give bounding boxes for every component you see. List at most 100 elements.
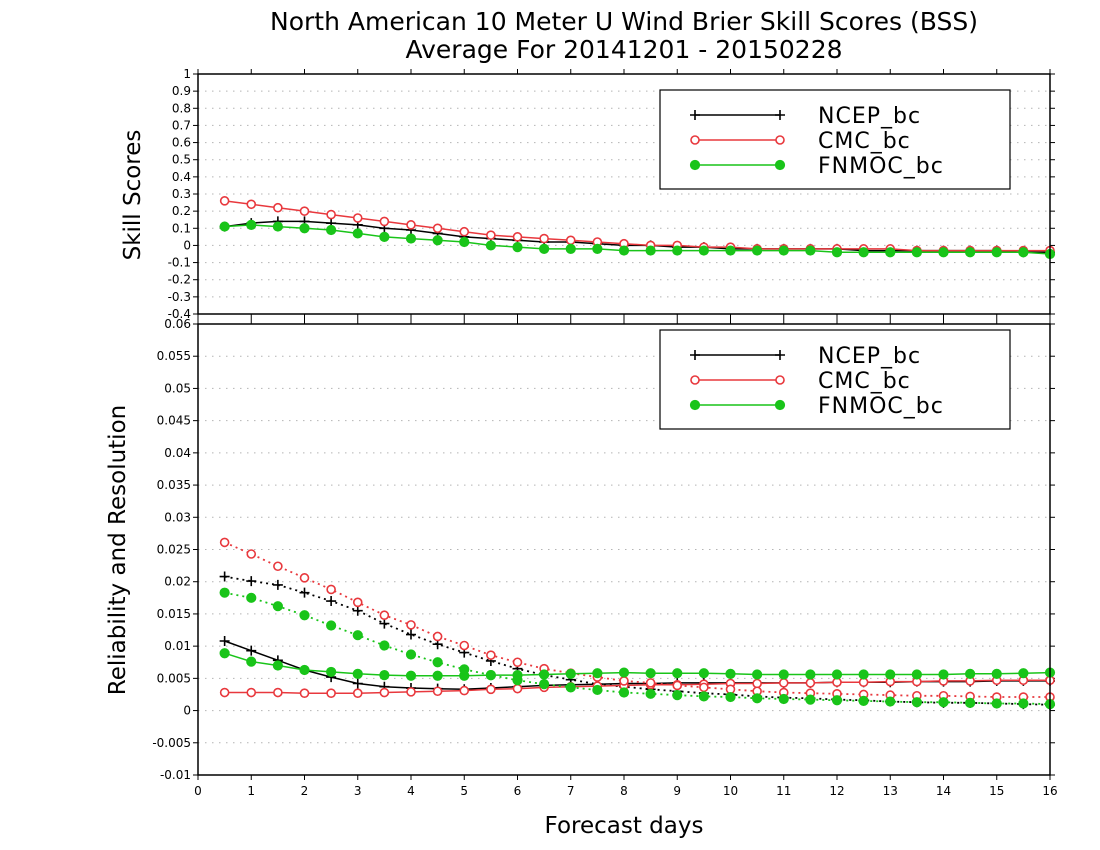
data-point (486, 650, 496, 660)
data-point (459, 226, 470, 237)
data-point (379, 216, 390, 227)
data-point (1018, 698, 1029, 709)
y-tick-label: 0.1 (172, 221, 191, 235)
series-FNMOC_bc-solid (219, 219, 1056, 260)
data-point (965, 668, 976, 679)
data-point (219, 196, 230, 206)
y-tick-label: 0 (183, 704, 191, 718)
legend-marker (774, 159, 786, 171)
y-tick-label: 0.9 (172, 84, 191, 98)
data-point (299, 610, 310, 621)
legend-label: CMC_bc (818, 129, 911, 154)
data-point (645, 245, 656, 256)
data-point (406, 620, 416, 630)
data-point (539, 233, 549, 244)
y-tick-label: -0.01 (160, 768, 191, 782)
data-point (512, 242, 523, 253)
data-point (698, 691, 709, 702)
data-point (618, 687, 630, 698)
data-point (326, 620, 337, 631)
data-point (219, 537, 230, 548)
data-point (778, 669, 789, 680)
chart-title-line2: Average For 20141201 - 20150228 (405, 35, 842, 64)
data-point (725, 668, 736, 679)
data-point (645, 678, 656, 688)
data-point (991, 247, 1002, 258)
data-point (273, 561, 283, 572)
y-tick-label: 0.03 (164, 510, 191, 524)
x-tick-label: 2 (301, 784, 309, 798)
data-point (272, 221, 283, 232)
chart-title-line1: North American 10 Meter U Wind Brier Ski… (270, 7, 978, 36)
reliability-resolution-panel: -0.01 -0.005 0 0.005 0.01 0.015 0.02 0.025 0.03 0… (152, 317, 1057, 798)
data-point (352, 668, 363, 679)
y-tick-label: 0.8 (172, 101, 191, 115)
data-point (831, 247, 843, 258)
data-point (805, 245, 816, 256)
data-point (592, 684, 603, 696)
data-point (885, 696, 896, 707)
data-point (965, 247, 976, 258)
data-point (326, 688, 336, 698)
data-point (565, 235, 576, 246)
x-tick-label: 10 (723, 784, 738, 798)
data-point (406, 629, 416, 640)
data-point (352, 688, 363, 698)
y-tick-label: 0.045 (157, 414, 191, 428)
series-line (224, 652, 1051, 677)
x-tick-label: 14 (936, 784, 951, 798)
data-point (831, 695, 843, 706)
y-tick-label: -0.3 (168, 290, 191, 304)
x-tick-label: 5 (460, 784, 468, 798)
y-tick-label: 0.035 (157, 478, 191, 492)
data-point (831, 669, 843, 680)
legend-marker (690, 110, 700, 120)
data-point (565, 243, 576, 254)
data-point (698, 668, 709, 679)
series-line (224, 224, 1051, 255)
data-point (672, 690, 683, 701)
data-point (778, 245, 789, 256)
data-point (352, 597, 363, 608)
x-tick-label: 6 (514, 784, 522, 798)
data-point (938, 669, 949, 680)
legend-marker (775, 135, 785, 145)
legend-marker (690, 375, 700, 385)
x-tick-label: 3 (354, 784, 362, 798)
series-FNMOC_bc-dotted (219, 587, 1056, 710)
data-point (699, 682, 709, 693)
data-point (326, 209, 336, 220)
data-point (326, 224, 337, 236)
y-tick-label: 0.3 (172, 187, 191, 201)
x-axis-label: Forecast days (545, 813, 704, 839)
y-tick-label: 0.06 (164, 317, 191, 331)
data-point (272, 601, 283, 612)
data-point (672, 245, 683, 256)
x-tick-label: 9 (673, 784, 681, 798)
x-tick-label: 4 (407, 784, 415, 798)
data-point (246, 656, 257, 667)
data-point (459, 236, 470, 248)
x-tick-label: 15 (989, 784, 1004, 798)
data-point (352, 630, 363, 641)
data-point (246, 549, 257, 559)
data-point (752, 693, 763, 704)
data-point (352, 228, 363, 239)
data-point (246, 645, 257, 656)
data-point (805, 694, 816, 705)
data-point (938, 247, 949, 258)
data-point (379, 670, 390, 681)
data-point (539, 669, 550, 680)
y-tick-label: 0.6 (172, 136, 191, 150)
data-point (246, 687, 257, 698)
data-point (858, 247, 869, 258)
data-point (406, 687, 416, 697)
y-tick-label: 0.055 (157, 349, 191, 363)
data-point (1018, 247, 1029, 258)
series-line (224, 591, 1051, 705)
plot-frame (197, 73, 1051, 315)
data-point (406, 220, 416, 230)
series-NCEP_bc-dotted (219, 571, 1055, 710)
data-point (379, 231, 390, 242)
data-point (299, 573, 310, 583)
